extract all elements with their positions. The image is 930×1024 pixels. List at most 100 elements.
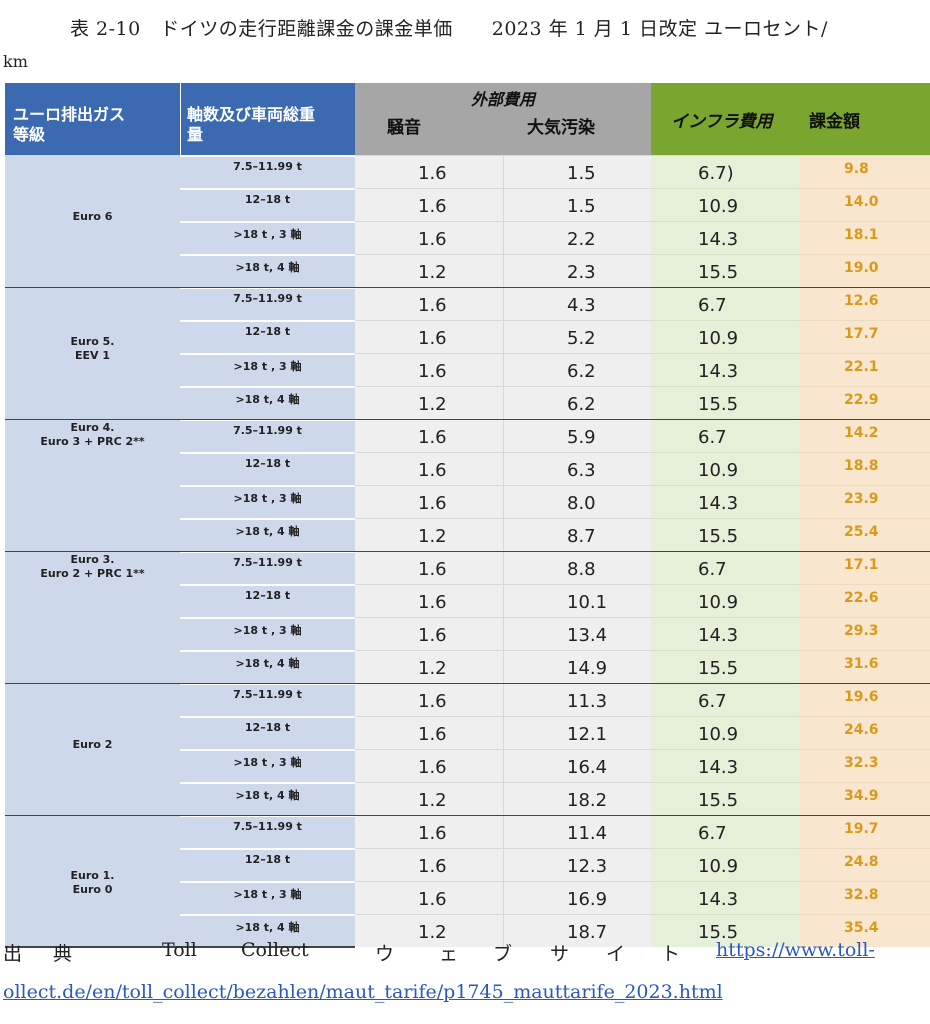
emission-class-label-line: Euro 2 — [72, 738, 113, 751]
axle-weight-cell: 12–18 t — [180, 320, 355, 353]
total-charge-cell: 22.1 — [799, 353, 930, 386]
table-row: 7.5–11.99 t 1.6 4.3 6.7 12.6 — [180, 287, 930, 320]
source-link-part1[interactable]: https://www.toll- — [716, 939, 875, 961]
table-row: 12–18 t 1.6 12.1 10.9 24.6 — [180, 716, 930, 749]
source-word: ェ — [439, 943, 459, 965]
noise-cost-cell: 1.6 — [355, 452, 503, 485]
emission-class-label: Euro 6 — [5, 155, 180, 287]
infra-cost-cell: 14.3 — [651, 749, 799, 782]
emission-class-label: Euro 4. Euro 3 + PRC 2** — [5, 419, 180, 551]
air-pollution-cost-cell: 16.9 — [503, 881, 651, 914]
infra-cost-cell: 10.9 — [651, 584, 799, 617]
emission-class-label: Euro 1. Euro 0 — [5, 815, 180, 947]
header-axle-line2: 量 — [187, 125, 204, 144]
infra-cost-cell: 6.7 — [651, 683, 799, 716]
air-pollution-cost-cell: 6.3 — [503, 452, 651, 485]
noise-cost-cell: 1.2 — [355, 650, 503, 683]
noise-cost-cell: 1.6 — [355, 353, 503, 386]
total-charge-cell: 14.2 — [799, 419, 930, 452]
air-pollution-cost-cell: 12.3 — [503, 848, 651, 881]
caption-line-1: 表 2-10 ドイツの走行距離課金の課金単価 2023 年 1 月 1 日改定 … — [70, 18, 828, 40]
air-pollution-cost-cell: 5.2 — [503, 320, 651, 353]
emission-class-label-line: Euro 0 — [72, 883, 113, 896]
emission-class-label-line: Euro 6 — [72, 210, 113, 223]
infra-cost-cell: 10.9 — [651, 716, 799, 749]
emission-class-label-line: Euro 1. — [70, 869, 115, 882]
emission-class-label-line: Euro 4. — [70, 421, 115, 434]
header-external-cost: 外部費用 騒音 大気汚染 — [355, 83, 651, 155]
total-charge-cell: 32.8 — [799, 881, 930, 914]
caption-line-2: km — [3, 52, 28, 71]
total-charge-cell: 32.3 — [799, 749, 930, 782]
infra-cost-cell: 14.3 — [651, 353, 799, 386]
axle-weight-cell: >18 t, 4 軸 — [180, 782, 355, 815]
axle-weight-cell: >18 t , 3 軸 — [180, 749, 355, 782]
air-pollution-cost-cell: 8.0 — [503, 485, 651, 518]
table-row: 7.5–11.99 t 1.6 11.4 6.7 19.7 — [180, 815, 930, 848]
axle-weight-cell: >18 t , 3 軸 — [180, 881, 355, 914]
noise-cost-cell: 1.2 — [355, 782, 503, 815]
axle-weight-cell: 12–18 t — [180, 188, 355, 221]
total-charge-cell: 29.3 — [799, 617, 930, 650]
header-infra-cost: インフラ費用 — [651, 83, 799, 155]
total-charge-cell: 19.7 — [799, 815, 930, 848]
emission-class-label-line: Euro 3. — [70, 553, 115, 566]
axle-weight-cell: 7.5–11.99 t — [180, 419, 355, 452]
air-pollution-cost-cell: 6.2 — [503, 386, 651, 419]
total-charge-cell: 17.7 — [799, 320, 930, 353]
infra-cost-cell: 10.9 — [651, 848, 799, 881]
source-link-part2[interactable]: ollect.de/en/toll_collect/bezahlen/maut_… — [3, 981, 723, 1003]
emission-class-group: Euro 4. Euro 3 + PRC 2** 7.5–11.99 t 1.6 5.9… — [5, 419, 930, 551]
table-row: >18 t, 4 軸 1.2 18.7 15.5 35.4 — [180, 914, 930, 947]
axle-weight-cell: 12–18 t — [180, 848, 355, 881]
noise-cost-cell: 1.2 — [355, 254, 503, 287]
air-pollution-cost-cell: 18.7 — [503, 914, 651, 947]
source-word: Collect — [241, 939, 309, 961]
air-pollution-cost-cell: 1.5 — [503, 155, 651, 188]
axle-weight-cell: >18 t , 3 軸 — [180, 221, 355, 254]
air-pollution-cost-cell: 6.2 — [503, 353, 651, 386]
emission-class-group: Euro 1. Euro 0 7.5–11.99 t 1.6 11.4 6.7 19.7 12… — [5, 815, 930, 947]
infra-cost-cell: 14.3 — [651, 485, 799, 518]
noise-cost-cell: 1.6 — [355, 320, 503, 353]
source-word: ブ — [493, 943, 513, 965]
total-charge-cell: 18.1 — [799, 221, 930, 254]
emission-class-label: Euro 2 — [5, 683, 180, 815]
source-word: 出 — [3, 943, 23, 965]
header-air-pollution: 大気汚染 — [527, 118, 595, 138]
emission-class-label: Euro 3. Euro 2 + PRC 1** — [5, 551, 180, 683]
source-word: ト — [661, 943, 681, 965]
infra-cost-cell: 6.7 — [651, 551, 799, 584]
noise-cost-cell: 1.6 — [355, 221, 503, 254]
emission-class-group: Euro 6 7.5–11.99 t 1.6 1.5 6.7) 9.8 12–18 t 1.6… — [5, 155, 930, 287]
emission-class-label: Euro 5. EEV 1 — [5, 287, 180, 419]
axle-weight-cell: >18 t, 4 軸 — [180, 650, 355, 683]
header-noise: 騒音 — [387, 118, 421, 138]
table-row: >18 t , 3 軸 1.6 13.4 14.3 29.3 — [180, 617, 930, 650]
header-external-cost-title: 外部費用 — [470, 90, 535, 109]
air-pollution-cost-cell: 12.1 — [503, 716, 651, 749]
air-pollution-cost-cell: 11.3 — [503, 683, 651, 716]
axle-weight-cell: >18 t , 3 軸 — [180, 485, 355, 518]
noise-cost-cell: 1.2 — [355, 914, 503, 947]
total-charge-cell: 31.6 — [799, 650, 930, 683]
total-charge-cell: 19.0 — [799, 254, 930, 287]
infra-cost-cell: 15.5 — [651, 254, 799, 287]
group-separator — [5, 683, 930, 684]
header-euro-class-line1: ユーロ排出ガス — [13, 105, 126, 124]
axle-weight-cell: >18 t, 4 軸 — [180, 386, 355, 419]
total-charge-cell: 9.8 — [799, 155, 930, 188]
header-total: 課金額 — [799, 83, 930, 155]
noise-cost-cell: 1.6 — [355, 419, 503, 452]
axle-weight-cell: >18 t, 4 軸 — [180, 914, 355, 947]
total-charge-cell: 14.0 — [799, 188, 930, 221]
noise-cost-cell: 1.6 — [355, 881, 503, 914]
infra-cost-cell: 10.9 — [651, 188, 799, 221]
axle-weight-cell: 7.5–11.99 t — [180, 551, 355, 584]
noise-cost-cell: 1.6 — [355, 155, 503, 188]
infra-cost-cell: 15.5 — [651, 650, 799, 683]
header-axle-weight: 軸数及び車両総重 量 — [180, 83, 355, 155]
infra-cost-cell: 10.9 — [651, 320, 799, 353]
infra-cost-cell: 14.3 — [651, 617, 799, 650]
noise-cost-cell: 1.6 — [355, 815, 503, 848]
